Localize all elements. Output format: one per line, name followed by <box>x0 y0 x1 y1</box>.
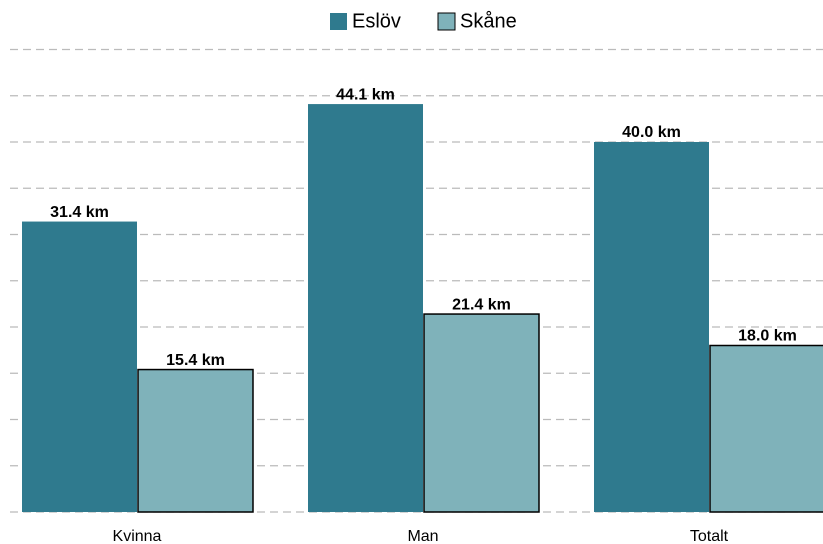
x-tick-label: Kvinna <box>113 528 162 544</box>
bar <box>22 221 137 513</box>
legend-label: Eslöv <box>352 10 401 32</box>
x-tick-label: Totalt <box>690 528 729 544</box>
value-label: 18.0 km <box>738 328 797 345</box>
x-tick-label: Man <box>407 528 438 544</box>
value-label: 44.1 km <box>336 86 395 103</box>
value-label: 15.4 km <box>166 352 225 369</box>
legend-swatch <box>437 12 456 31</box>
legend-swatch <box>330 13 347 30</box>
value-label: 40.0 km <box>622 124 681 141</box>
bar <box>423 313 540 513</box>
bar <box>137 368 254 513</box>
bar <box>308 104 423 512</box>
value-label: 21.4 km <box>452 296 511 313</box>
bar <box>709 344 823 513</box>
bar <box>594 142 709 512</box>
legend-label: Skåne <box>460 10 517 32</box>
value-label: 31.4 km <box>50 204 109 221</box>
